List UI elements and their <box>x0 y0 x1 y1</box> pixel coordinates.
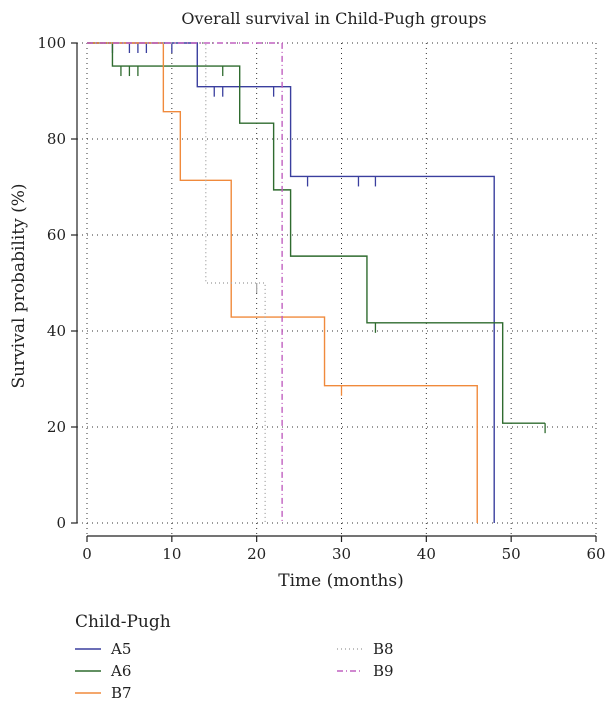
series-line-b8 <box>87 42 266 523</box>
y-tick-label: 100 <box>37 34 66 52</box>
grid <box>77 42 597 536</box>
series-line-b7 <box>87 42 478 523</box>
legend-label: A5 <box>111 640 132 658</box>
legend-item-b7: B7 <box>75 683 132 703</box>
series-line-a6 <box>87 42 546 424</box>
chart-title: Overall survival in Child-Pugh groups <box>181 9 486 28</box>
axes: 0 10 20 30 40 50 60 0 20 40 60 80 100 <box>37 34 605 563</box>
legend-swatch <box>337 648 363 650</box>
legend-item-b9: B9 <box>337 661 394 681</box>
x-tick-label: 10 <box>162 545 181 563</box>
legend-swatch <box>75 692 101 694</box>
y-axis-label: Survival probability (%) <box>9 183 29 388</box>
legend-title: Child-Pugh <box>75 612 171 632</box>
legend-item-b8: B8 <box>337 639 394 659</box>
legend-label: B7 <box>111 684 132 702</box>
x-tick-label: 40 <box>417 545 436 563</box>
legend-swatch <box>75 670 101 672</box>
legend-label: B9 <box>373 662 394 680</box>
y-tick-label: 0 <box>56 514 66 532</box>
legend-label: A6 <box>111 662 132 680</box>
legend-swatch <box>337 670 363 672</box>
x-axis-label: Time (months) <box>278 571 403 591</box>
x-tick-label: 20 <box>247 545 266 563</box>
series-line-b9 <box>87 42 283 523</box>
x-tick-label: 50 <box>502 545 521 563</box>
series-lines <box>87 42 546 523</box>
y-tick-label: 80 <box>47 130 66 148</box>
y-tick-label: 20 <box>47 418 66 436</box>
y-tick-label: 40 <box>47 322 66 340</box>
x-tick-label: 0 <box>82 545 92 563</box>
y-tick-label: 60 <box>47 226 66 244</box>
x-tick-label: 60 <box>586 545 605 563</box>
legend-swatch <box>75 648 101 650</box>
legend-item-a6: A6 <box>75 661 131 681</box>
legend: Child-Pugh A5 A6 B7 B8 B9 <box>75 612 595 717</box>
x-tick-label: 30 <box>332 545 351 563</box>
legend-label: B8 <box>373 640 394 658</box>
series-line-a5 <box>87 42 495 523</box>
legend-item-a5: A5 <box>75 639 131 659</box>
survival-chart: 0 10 20 30 40 50 60 0 20 40 60 80 100 Overall surviv… <box>9 9 606 591</box>
